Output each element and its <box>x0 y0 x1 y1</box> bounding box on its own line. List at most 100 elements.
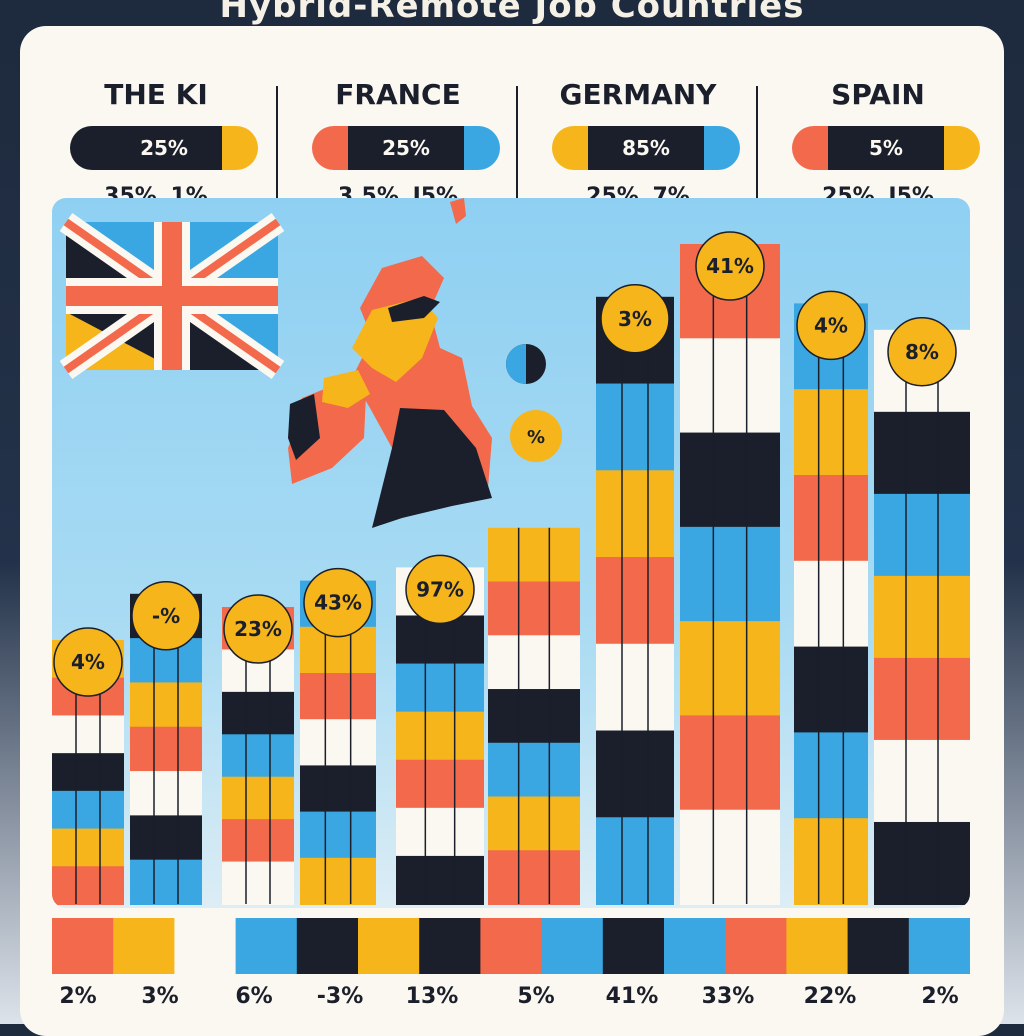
bottom-label: 6% <box>235 984 273 1009</box>
strip-segment <box>52 918 115 974</box>
bar-band <box>874 411 970 495</box>
chart-svg: % 4% -% 23% 43% 97% 3% 41% 4% 8% <box>52 198 970 905</box>
country-bar-segment <box>106 126 222 170</box>
bottom-label: -3% <box>316 984 364 1009</box>
bar-band <box>130 771 202 817</box>
country-bar-segment <box>348 126 464 170</box>
bar-bubble-label: 41% <box>706 254 754 278</box>
country-bar-segment <box>828 126 944 170</box>
bar-bubble <box>131 581 201 651</box>
country-bar <box>552 126 740 170</box>
bar-band <box>794 475 868 562</box>
uk-map-icon <box>288 198 492 528</box>
column-divider <box>276 86 278 200</box>
bar-band <box>596 470 674 559</box>
bar <box>488 527 580 905</box>
uk-flag-icon <box>59 212 285 380</box>
country-summary: GERMANY 85% 25% 7% <box>528 56 748 216</box>
bar-band <box>596 643 674 732</box>
strip-segment <box>725 918 788 974</box>
country-bar-segment <box>792 126 828 170</box>
bar <box>680 244 780 905</box>
bottom-color-strip <box>52 918 970 974</box>
strip-segment <box>174 918 237 974</box>
bar-band <box>874 657 970 741</box>
bar-band <box>488 581 580 637</box>
bar-band <box>300 857 376 905</box>
bar-band <box>396 807 484 857</box>
bar-band <box>396 711 484 761</box>
map-panel: % 4% -% 23% 43% 97% 3% 41% 4% 8% <box>52 198 970 908</box>
country-bar-label: 25% <box>382 136 430 160</box>
bottom-label: 13% <box>405 984 459 1009</box>
bar-bubble-label: 3% <box>618 307 652 331</box>
country-bar <box>792 126 980 170</box>
bar-bubble <box>223 594 293 664</box>
bar-band <box>52 790 124 830</box>
bar <box>222 607 294 905</box>
strip-segment <box>602 918 665 974</box>
country-bar-segment <box>70 126 106 170</box>
page-title: Hybrid-Remote Job Countries <box>219 0 805 26</box>
bar-band <box>130 859 202 905</box>
country-bar-segment <box>464 126 500 170</box>
country-bar-segment <box>588 126 704 170</box>
country-bar-segment <box>222 126 258 170</box>
bottom-label: 2% <box>921 984 959 1009</box>
bar-band <box>794 560 868 648</box>
bar-band <box>488 742 580 798</box>
bar-band <box>488 689 580 744</box>
country-bar-segment <box>704 126 740 170</box>
bottom-label: 5% <box>517 984 555 1009</box>
bar-bubble-label: 4% <box>814 313 848 337</box>
bar-band <box>52 866 124 905</box>
bar-band <box>488 635 580 691</box>
bar-band <box>680 338 780 434</box>
bar-bubble-label: 97% <box>416 577 464 601</box>
bar-band <box>396 759 484 809</box>
bar-band <box>52 828 124 868</box>
bar-band <box>130 682 202 728</box>
country-name: SPAIN <box>831 78 925 111</box>
bottom-label: 33% <box>701 984 755 1009</box>
bar-band <box>52 753 124 792</box>
bar-band <box>680 432 780 528</box>
bar-band <box>396 855 484 905</box>
bar-band <box>680 621 780 717</box>
bottom-label: 2% <box>59 984 97 1009</box>
country-bar-label: 85% <box>622 136 670 160</box>
bar-band <box>794 389 868 476</box>
bar-band <box>794 646 868 734</box>
bar-band <box>222 776 294 821</box>
bar-band <box>488 527 580 583</box>
strip-segment <box>113 918 176 974</box>
bar-band <box>52 715 124 755</box>
bar-band <box>874 575 970 659</box>
country-summary: SPAIN 5% 25% I5% <box>768 56 988 216</box>
strip-segment <box>358 918 421 974</box>
bar-band <box>794 818 868 905</box>
bar-band <box>488 796 580 852</box>
bar-band <box>874 493 970 577</box>
strip-segment <box>908 918 970 974</box>
country-summary: FRANCE 25% 3,5% I5% <box>288 56 508 216</box>
bar-bubble-label: 23% <box>234 617 282 641</box>
bar-bubble-label: -% <box>152 604 180 628</box>
bar <box>596 296 674 905</box>
country-name: THE KI <box>104 78 208 111</box>
country-bar <box>312 126 500 170</box>
bar-band <box>794 732 868 820</box>
cloud-icon <box>506 344 546 384</box>
bar-bubble <box>887 317 957 387</box>
country-summary: THE KI 25% 35% 1% <box>46 56 266 216</box>
strip-segment <box>235 918 298 974</box>
bar-band <box>596 383 674 472</box>
bar-bubble <box>405 554 475 625</box>
country-bar-label: 25% <box>140 136 188 160</box>
map-bubble-label: % <box>527 427 545 448</box>
column-divider <box>756 86 758 200</box>
bar-bubble <box>303 567 373 638</box>
bar-band <box>396 663 484 713</box>
strip-segment <box>786 918 849 974</box>
bar-bubble <box>796 290 866 361</box>
